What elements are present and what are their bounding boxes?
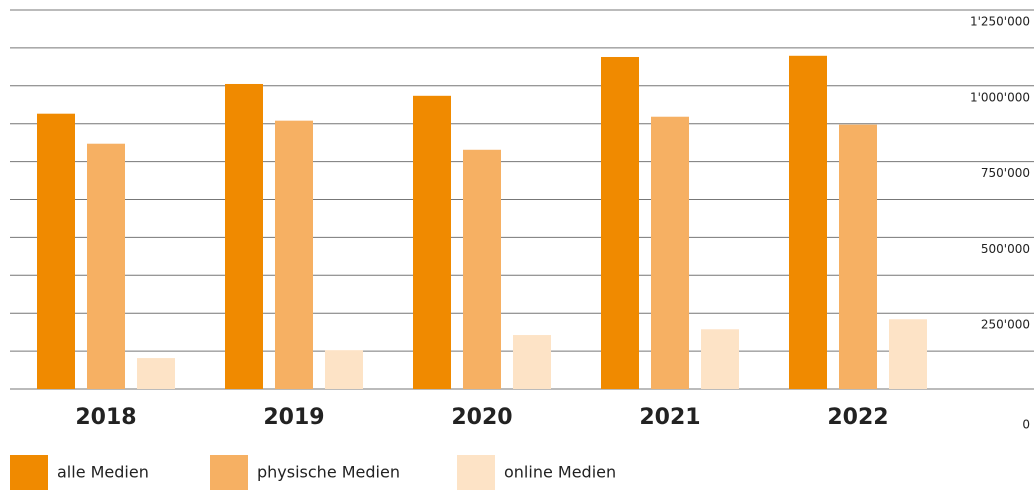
x-tick-label: 2022 xyxy=(827,405,888,430)
legend-label: physische Medien xyxy=(257,463,400,482)
x-tick-label: 2021 xyxy=(639,405,700,430)
bar xyxy=(225,83,263,389)
bar xyxy=(37,113,75,389)
bar xyxy=(651,116,689,389)
bar xyxy=(87,143,125,389)
y-tick-label: 0 xyxy=(1022,418,1030,432)
y-tick-label: 500'000 xyxy=(981,242,1030,256)
bar xyxy=(889,319,927,389)
bar xyxy=(413,95,451,389)
x-tick-label: 2020 xyxy=(451,405,512,430)
x-tick-label: 2018 xyxy=(75,405,136,430)
x-tick-label: 2019 xyxy=(263,405,324,430)
bar xyxy=(463,149,501,389)
bar xyxy=(325,350,363,389)
bar xyxy=(839,124,877,390)
y-tick-label: 1'000'000 xyxy=(970,90,1030,104)
y-tick-label: 1'250'000 xyxy=(970,15,1030,29)
bar xyxy=(789,55,827,389)
legend-label: alle Medien xyxy=(57,463,149,482)
bar xyxy=(513,335,551,389)
y-tick-label: 750'000 xyxy=(981,166,1030,180)
legend-label: online Medien xyxy=(504,463,616,482)
legend-swatch xyxy=(457,455,495,490)
legend-swatch xyxy=(10,455,48,490)
y-tick-label: 250'000 xyxy=(981,318,1030,332)
bar xyxy=(601,56,639,389)
bar xyxy=(701,329,739,389)
legend-swatch xyxy=(210,455,248,490)
bar xyxy=(275,120,313,389)
bar xyxy=(137,358,175,389)
